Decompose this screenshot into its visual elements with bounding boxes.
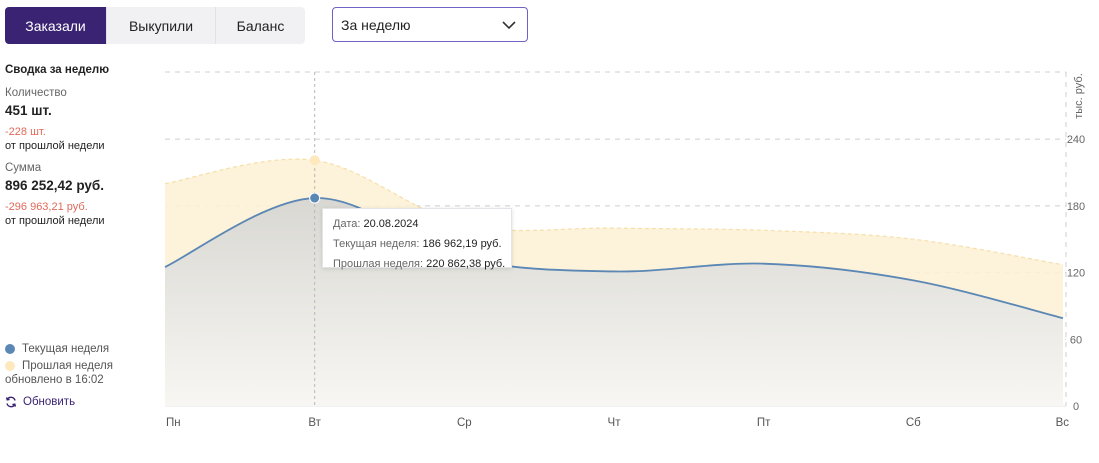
y-tick-label-120: 120	[1067, 268, 1085, 280]
x-tick-label-4: Пт	[757, 417, 771, 429]
x-tick-label-3: Чт	[608, 417, 622, 429]
y-tick-label-240: 240	[1067, 134, 1085, 146]
period-select[interactable]: За неделю	[332, 7, 528, 42]
x-tick-label-1: Вт	[308, 417, 321, 429]
period-select-value: За неделю	[341, 16, 411, 33]
chevron-down-icon	[502, 21, 516, 30]
tooltip-current-label: Текущая неделя:	[333, 238, 420, 250]
refresh-label: Обновить	[23, 396, 76, 408]
tooltip-current-row: Текущая неделя: 186 962,19 руб.	[333, 234, 511, 254]
legend-label-current: Текущая неделя	[22, 342, 110, 355]
x-tick-label-0: Пн	[166, 417, 181, 429]
current-week-point-1[interactable]	[309, 192, 321, 204]
view-tabs: Заказали Выкупили Баланс	[5, 7, 305, 44]
legend-item-previous: Прошлая неделя	[5, 357, 113, 374]
x-tick-label-6: Вс	[1056, 417, 1070, 429]
sum-value: 896 252,42 руб.	[5, 178, 104, 193]
y-tick-label-60: 60	[1070, 334, 1082, 346]
summary-panel: Сводка за неделю Количество 451 шт. -228…	[5, 64, 155, 229]
refresh-button[interactable]: Обновить	[5, 396, 75, 408]
tab-bought-out[interactable]: Выкупили	[107, 7, 216, 44]
tooltip-previous-label: Прошлая неделя:	[333, 258, 424, 270]
quantity-label: Количество	[5, 87, 67, 99]
tooltip-date-label: Дата:	[333, 218, 361, 230]
y-tick-label-0: 0	[1073, 401, 1079, 413]
updated-time: обновлено в 16:02	[5, 374, 104, 386]
legend-swatch-previous	[5, 360, 15, 371]
quantity-value: 451 шт.	[5, 103, 52, 118]
chart-legend: Текущая неделя Прошлая неделя	[5, 340, 113, 374]
tab-ordered[interactable]: Заказали	[5, 7, 107, 44]
tooltip-current-value: 186 962,19 руб.	[422, 238, 502, 250]
tooltip-previous-value: 220 862,38 руб.	[426, 258, 506, 270]
summary-title: Сводка за неделю	[5, 64, 110, 76]
previous-week-line	[164, 158, 1064, 266]
quantity-delta-note: от прошлой недели	[5, 140, 105, 152]
sum-label: Сумма	[5, 162, 42, 174]
sum-delta-note: от прошлой недели	[5, 215, 105, 227]
tooltip-date-row: Дата: 20.08.2024	[333, 214, 511, 234]
legend-item-current: Текущая неделя	[5, 340, 113, 357]
legend-swatch-current	[5, 343, 15, 354]
x-tick-label-5: Сб	[906, 417, 921, 429]
tab-balance[interactable]: Баланс	[236, 17, 285, 34]
x-tick-label-2: Ср	[457, 417, 472, 429]
legend-label-previous: Прошлая неделя	[22, 359, 113, 372]
y-tick-label-180: 180	[1067, 201, 1085, 213]
y-axis-title: тыс. руб.	[1073, 73, 1085, 119]
quantity-delta: -228 шт.	[5, 126, 46, 138]
chart-tooltip: Дата: 20.08.2024 Текущая неделя: 186 962…	[322, 208, 512, 270]
previous-week-point-1[interactable]	[309, 155, 320, 166]
tooltip-date-value: 20.08.2024	[363, 218, 419, 230]
refresh-icon	[5, 396, 17, 408]
sum-delta: -296 963,21 руб.	[5, 201, 88, 213]
tooltip-previous-row: Прошлая неделя: 220 862,38 руб.	[333, 254, 511, 274]
